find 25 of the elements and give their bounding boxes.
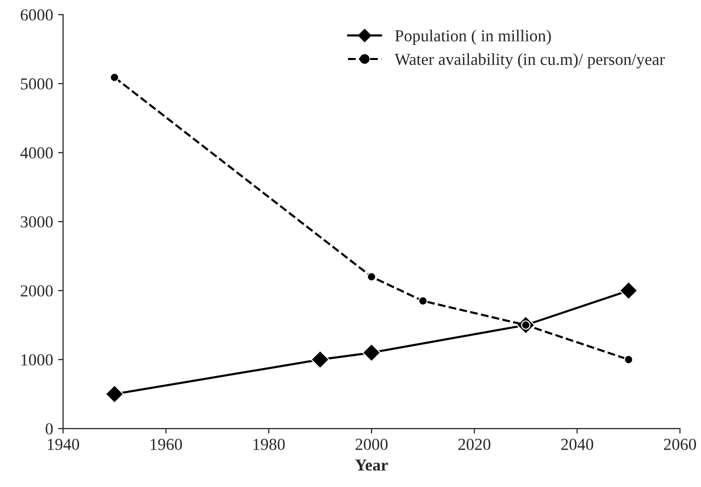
y-tick-label: 1000 — [22, 354, 53, 366]
y-tick-label: 4000 — [20, 147, 53, 159]
point — [619, 281, 638, 300]
point — [310, 350, 330, 369]
x-axis-title: Year — [355, 460, 388, 471]
x-tick-label: 2000 — [356, 438, 388, 450]
x-tick-label: 1960 — [150, 438, 182, 450]
y-tick-label: 3000 — [20, 216, 53, 228]
point — [110, 72, 120, 82]
x-tick-label: 1940 — [48, 438, 80, 450]
point — [362, 343, 381, 362]
y-tick-label: 0 — [46, 423, 53, 435]
point — [418, 296, 428, 306]
x-tick-label: 2020 — [458, 438, 490, 450]
x-tick-label: 1980 — [254, 438, 285, 450]
legend-label: Water availability (in cu.m)/ person/year — [394, 53, 665, 68]
y-tick-label: 6000 — [20, 9, 53, 21]
y-tick-label: 5000 — [21, 78, 53, 90]
point — [624, 354, 634, 364]
x-tick-label: 2060 — [664, 438, 696, 450]
y-tick-label: 2000 — [20, 285, 53, 297]
point — [366, 272, 376, 282]
legend-label: Population ( in million) — [395, 30, 551, 45]
point — [105, 384, 124, 404]
x-tick-label: 2040 — [561, 438, 594, 450]
